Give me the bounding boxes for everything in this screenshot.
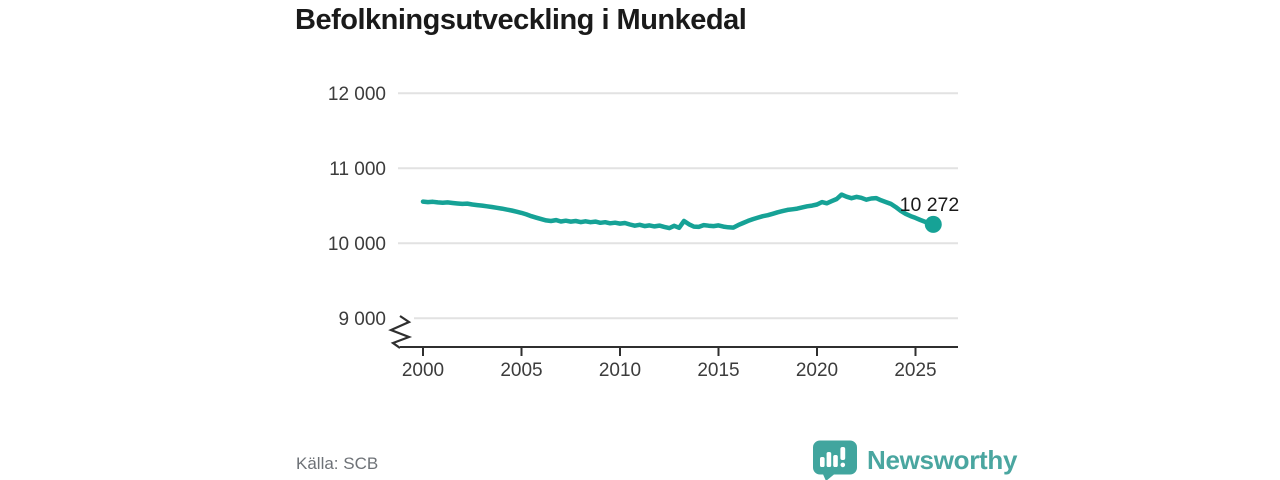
- x-tick-label-2015: 2015: [697, 360, 739, 381]
- axis-break-zigzag: [388, 315, 413, 349]
- latest-value-dot: [924, 215, 942, 233]
- chart-title: Befolkningsutveckling i Munkedal: [295, 4, 747, 36]
- x-tick-label-2020: 2020: [796, 360, 838, 381]
- brand-wordmark: Newsworthy: [867, 445, 1018, 475]
- y-tick-label-11000: 11 000: [329, 159, 386, 180]
- x-tick-label-2025: 2025: [894, 360, 936, 381]
- latest-value-label: 10 272: [900, 194, 960, 216]
- newsworthy-logo: Newsworthy: [812, 440, 1017, 480]
- y-tick-label-10000: 10 000: [328, 234, 386, 255]
- y-tick-label-12000: 12 000: [328, 84, 386, 105]
- x-tick-label-2005: 2005: [500, 360, 542, 381]
- newsworthy-bubble-chart-icon: [813, 440, 857, 480]
- y-tick-label-9000: 9 000: [338, 309, 386, 330]
- source-note: Källa: SCB: [296, 454, 379, 473]
- population-series-line: [420, 192, 933, 231]
- x-tick-label-2000: 2000: [402, 360, 444, 381]
- x-tick-label-2010: 2010: [599, 360, 641, 381]
